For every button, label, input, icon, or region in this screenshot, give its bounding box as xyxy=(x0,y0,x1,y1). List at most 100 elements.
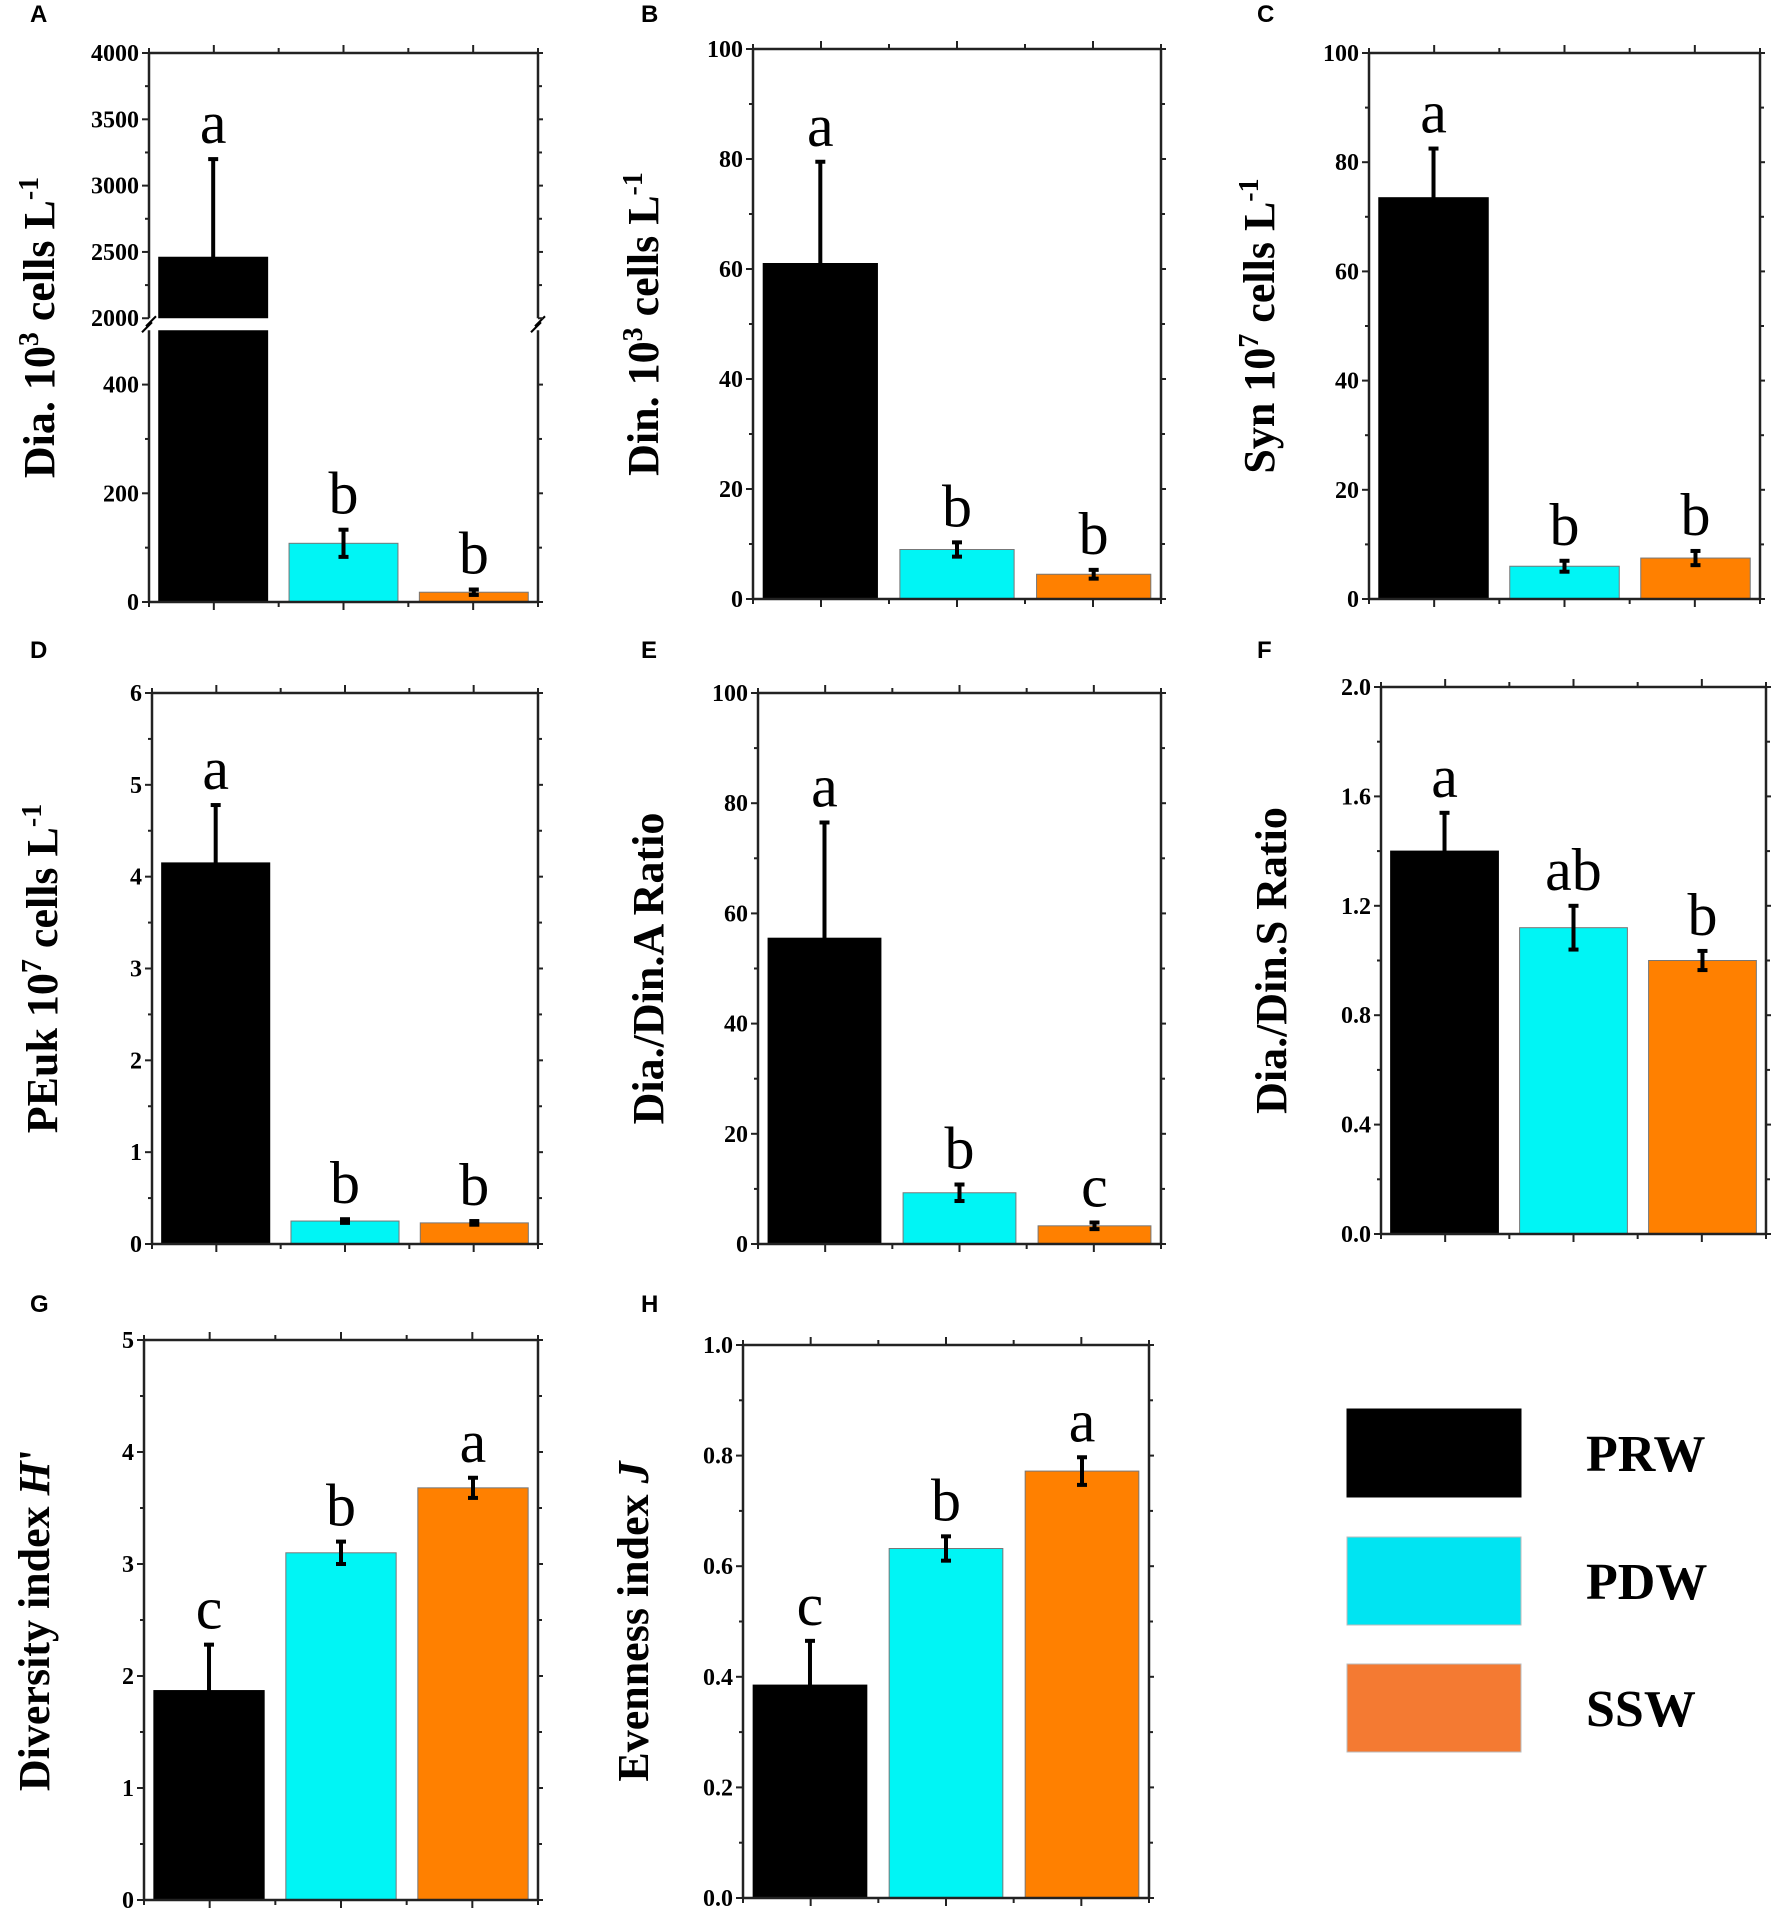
y-axis-label: Din. 103 cells L-1 xyxy=(618,172,668,476)
y-tick-label: 3 xyxy=(130,957,142,983)
y-tick-label: 1 xyxy=(122,1776,134,1802)
significance-letter: b xyxy=(1079,501,1109,567)
panel-A: Aa b b 0 200 400 2000 2500 3000 3500 4000 Dia. 103 … xyxy=(14,1,548,616)
y-axis-label-part: Syn 10 xyxy=(1235,348,1284,474)
y-axis-label: Syn 107 cells L-1 xyxy=(1234,178,1284,473)
significance-letter: a xyxy=(202,736,229,802)
y-axis-label-part: H xyxy=(10,1459,59,1496)
y-tick-label: 40 xyxy=(719,367,743,393)
legend-swatch xyxy=(1346,1536,1522,1626)
y-tick-label: 200 xyxy=(103,481,139,507)
significance-letter: b xyxy=(459,1152,489,1218)
panel-label: F xyxy=(1257,637,1272,664)
significance-letter: a xyxy=(807,93,834,159)
y-axis-label: PEuk 107 cells L-1 xyxy=(17,804,67,1133)
bar-PRW xyxy=(762,263,878,600)
y-axis-label-part: Evenness index xyxy=(609,1483,658,1781)
y-tick-label: 20 xyxy=(1335,478,1359,504)
y-tick-label: 0.4 xyxy=(703,1665,733,1691)
significance-letter: b xyxy=(329,461,359,527)
y-tick-label: 2.0 xyxy=(1341,675,1371,701)
y-axis-label-part: Dia. 10 xyxy=(15,346,64,478)
y-tick-label: 60 xyxy=(1335,259,1359,285)
y-tick-label: 2 xyxy=(130,1048,142,1074)
y-tick-label: 0 xyxy=(736,1232,748,1258)
y-tick-label: 0.4 xyxy=(1341,1113,1371,1139)
y-axis-label-part: Diversity index xyxy=(10,1495,59,1791)
y-axis-label-part: cells L xyxy=(619,195,668,327)
y-tick-label: 3000 xyxy=(91,174,139,200)
bar-SSW xyxy=(1648,960,1757,1235)
y-tick-label: 4000 xyxy=(91,41,139,67)
axis-break-mark xyxy=(530,321,542,333)
panel-E: Ea b c 0 20 40 60 80 100 Dia./Din.A Ratio xyxy=(624,637,1166,1258)
significance-letter: c xyxy=(797,1572,824,1638)
y-tick-label: 5 xyxy=(122,1328,134,1354)
significance-letter: b xyxy=(942,473,972,539)
bar-SSW xyxy=(417,1487,529,1901)
y-tick-label: 0.8 xyxy=(1341,1003,1371,1029)
bar-PRW xyxy=(161,862,271,1245)
bar-PDW xyxy=(1519,927,1628,1235)
significance-letter: b xyxy=(945,1115,975,1181)
panel-C: Ca b b 0 20 40 60 80 100 Syn 107 cells L-1 xyxy=(1234,1,1765,613)
significance-letter: b xyxy=(459,520,489,586)
significance-letter: b xyxy=(931,1467,961,1533)
y-tick-label: 1.0 xyxy=(703,1333,733,1359)
y-tick-label: 0.0 xyxy=(703,1886,733,1912)
y-axis-label-part: -1 xyxy=(17,804,48,827)
y-tick-label: 1.6 xyxy=(1341,784,1371,810)
y-tick-label: 0 xyxy=(122,1888,134,1914)
y-tick-label: 4 xyxy=(122,1440,134,1466)
y-axis-label-part: 7 xyxy=(1234,334,1265,348)
bar-SSW xyxy=(1024,1470,1140,1899)
y-tick-label: 0.0 xyxy=(1341,1222,1371,1248)
legend-swatch xyxy=(1346,1663,1522,1753)
legend-label: PRW xyxy=(1586,1426,1706,1483)
bar-PRW xyxy=(1378,197,1489,600)
y-tick-label: 40 xyxy=(724,1012,748,1038)
y-tick-label: 0.2 xyxy=(703,1775,733,1801)
legend-swatch xyxy=(1346,1408,1522,1498)
panel-G: Gc b a 0 1 2 3 4 5 Diversity index H' xyxy=(10,1291,543,1914)
y-axis-label-part: 3 xyxy=(618,327,649,341)
legend: PRW PDW SSW xyxy=(1346,1408,1707,1753)
y-tick-label: 5 xyxy=(130,773,142,799)
y-tick-label: 1 xyxy=(130,1140,142,1166)
y-tick-label: 100 xyxy=(1323,41,1359,67)
bar-PDW xyxy=(285,1552,397,1901)
bar-PRW xyxy=(1390,850,1499,1235)
y-axis-label-part: PEuk 10 xyxy=(18,973,67,1133)
significance-letter: c xyxy=(1081,1154,1108,1220)
panel-label: G xyxy=(30,1291,49,1318)
significance-letter: b xyxy=(326,1473,356,1539)
significance-letter: a xyxy=(1431,744,1458,810)
y-tick-label: 100 xyxy=(712,681,748,707)
panel-label: A xyxy=(30,1,47,28)
y-tick-label: 0 xyxy=(731,587,743,613)
significance-letter: b xyxy=(1550,492,1580,558)
significance-letter: c xyxy=(196,1576,223,1642)
y-axis-label-part: J xyxy=(609,1459,658,1484)
y-tick-label: 0 xyxy=(130,1232,142,1258)
significance-letter: a xyxy=(811,753,838,819)
axis-break-mark xyxy=(141,321,153,333)
panel-label: D xyxy=(30,637,47,664)
y-axis-label: Diversity index H' xyxy=(10,1449,59,1791)
axis-break-gap xyxy=(139,318,548,331)
y-tick-label: 60 xyxy=(724,901,748,927)
y-tick-label: 100 xyxy=(707,37,743,63)
panel-label: C xyxy=(1257,1,1274,28)
panel-B: Ba b b 0 20 40 60 80 100 Din. 103 cells L-1 xyxy=(618,1,1166,613)
y-axis-label-part: 7 xyxy=(17,959,48,973)
y-tick-label: 40 xyxy=(1335,369,1359,395)
y-tick-label: 2 xyxy=(122,1664,134,1690)
legend-item-SSW: SSW xyxy=(1346,1663,1696,1753)
panel-label: B xyxy=(641,1,658,28)
significance-letter: a xyxy=(200,90,227,156)
y-tick-label: 2500 xyxy=(91,240,139,266)
significance-letter: b xyxy=(1687,882,1717,948)
y-axis-label-part: -1 xyxy=(14,177,45,200)
panel-label: H xyxy=(641,1291,658,1318)
